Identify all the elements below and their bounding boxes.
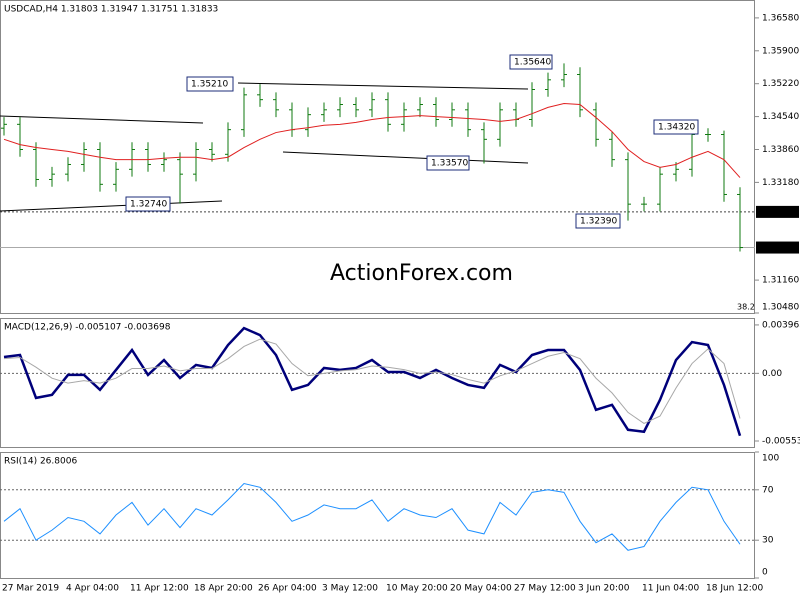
- x-tick-label: 20 May 04:00: [450, 584, 512, 594]
- annotation-box: [509, 54, 553, 70]
- y-tick-label: 1.33860: [762, 145, 799, 155]
- x-tick-label: 4 Apr 04:00: [66, 584, 119, 594]
- y-tick-label: 1.30480: [762, 303, 799, 313]
- x-tick-label: 10 May 20:00: [386, 584, 448, 594]
- y-tick-label: 100: [762, 454, 779, 464]
- price-panel: [0, 0, 755, 314]
- y-tick-label: 1.36580: [762, 13, 799, 23]
- y-tick-label: 1.35900: [762, 46, 799, 56]
- y-tick-label: 70: [762, 485, 774, 495]
- y-tick-label: 1.34540: [762, 112, 799, 122]
- watermark: ActionForex.com: [330, 261, 513, 286]
- level-label: 1.31833: [759, 243, 796, 253]
- y-tick-label: 0.00: [762, 369, 782, 379]
- y-tick-label: 0: [762, 568, 768, 578]
- level-label: 1.32570: [759, 207, 796, 217]
- trend-line: [282, 151, 529, 164]
- moving-average: [3, 103, 741, 178]
- x-tick-label: 3 Jun 20:00: [578, 584, 630, 594]
- annotation: 38.2: [737, 303, 755, 312]
- x-tick-label: 11 Apr 12:00: [130, 584, 189, 594]
- annotation: 1.32390: [580, 217, 617, 227]
- rsi-panel: [0, 452, 755, 579]
- macd-panel: [0, 318, 755, 448]
- x-tick-label: 18 Jun 12:00: [706, 584, 763, 594]
- x-tick-label: 27 Mar 2019: [2, 584, 59, 594]
- y-tick-label: 1.31160: [762, 276, 799, 286]
- annotation-box: [186, 76, 234, 92]
- annotation: 1.35210: [191, 80, 228, 90]
- panel-title: MACD(12,26,9) -0.005107 -0.003698: [4, 323, 171, 333]
- y-tick-label: 1.35220: [762, 79, 799, 89]
- trend-line: [237, 82, 529, 90]
- series-line: [3, 482, 741, 551]
- x-tick-label: 18 Apr 20:00: [194, 584, 253, 594]
- annotation-box: [653, 119, 699, 135]
- trend-line: [0, 115, 204, 124]
- y-tick-label: -0.005539: [762, 437, 800, 447]
- annotation-box: [575, 213, 621, 229]
- annotation-box: [426, 155, 470, 171]
- trend-line: [0, 200, 223, 212]
- x-tick-label: 26 Apr 04:00: [258, 584, 317, 594]
- annotation: 1.34320: [658, 123, 695, 133]
- annotation: 1.32740: [130, 200, 167, 210]
- y-tick-label: 0.003963: [762, 320, 800, 330]
- y-tick-label: 1.33180: [762, 178, 799, 188]
- annotation: 1.33570: [431, 159, 468, 169]
- level-box: [756, 241, 799, 254]
- series-line: [3, 326, 742, 437]
- trend-lines: [0, 82, 529, 212]
- x-tick-label: 11 Jun 04:00: [642, 584, 699, 594]
- level-box: [756, 205, 799, 218]
- series-line: [3, 338, 741, 424]
- x-tick-label: 3 May 12:00: [322, 584, 378, 594]
- annotation: 1.35640: [514, 58, 551, 68]
- annotation-box: [125, 196, 171, 212]
- panel-title: USDCAD,H4 1.31803 1.31947 1.31751 1.3183…: [4, 5, 218, 15]
- panel-title: RSI(14) 26.8006: [4, 457, 77, 467]
- y-tick-label: 30: [762, 536, 774, 546]
- x-tick-label: 27 May 12:00: [514, 584, 576, 594]
